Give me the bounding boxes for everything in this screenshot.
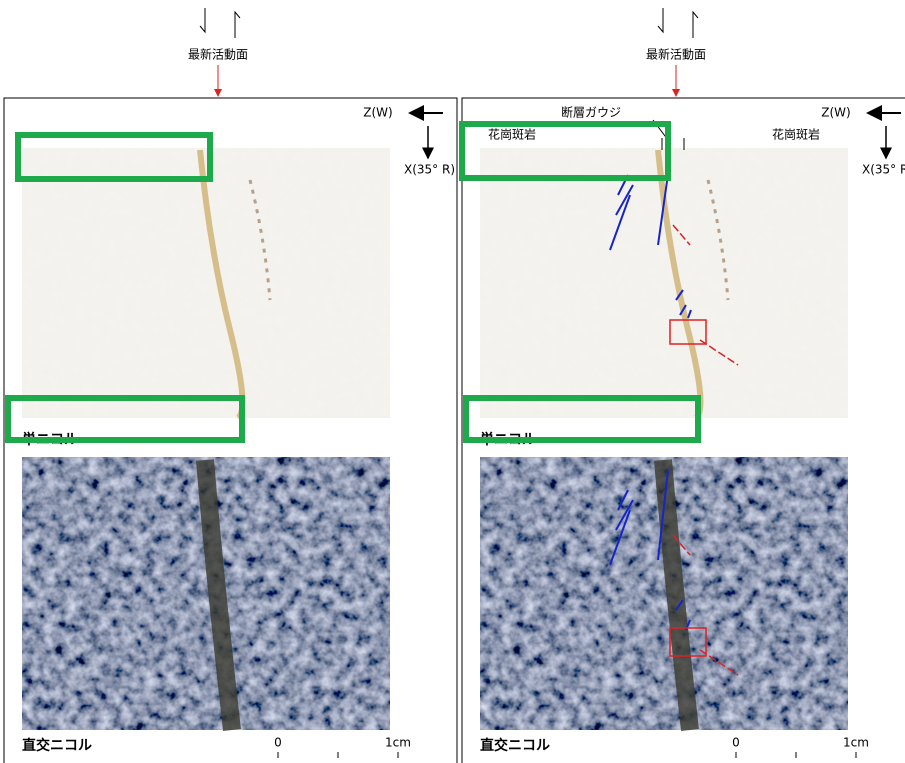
x-label: X(35° R) [404, 163, 455, 177]
scale-end: 1cm [385, 736, 411, 750]
gouge-label: 断層ガウジ [561, 105, 621, 120]
scale-start: 0 [732, 736, 740, 750]
z-label: Z(W) [821, 106, 850, 120]
figure: 最新活動面 Z(W) X(35° R) 単ニコル 直交ニコル 0 1cm 最新活… [0, 0, 905, 763]
x-label: X(35° R) [862, 163, 905, 177]
scale-start: 0 [274, 736, 282, 750]
rock-label: 花崗斑岩 [488, 127, 536, 142]
marker-label: 最新活動面 [646, 47, 706, 62]
left-panel: 最新活動面 Z(W) X(35° R) 単ニコル 直交ニコル 0 1cm [8, 8, 455, 758]
z-label: Z(W) [363, 106, 392, 120]
marker-label: 最新活動面 [188, 47, 248, 62]
right-panel: 最新活動面 Z(W) X(35° R) 単ニコル 直交ニコル 0 1cm 断層ガ… [462, 8, 905, 758]
page: {"panels": [ {"marker": "最新活動面", "z_labe… [0, 0, 905, 763]
scale-end: 1cm [843, 736, 869, 750]
lower-label: 直交ニコル [480, 737, 550, 754]
lower-label: 直交ニコル [22, 737, 92, 754]
rock-label: 花崗斑岩 [772, 127, 820, 142]
